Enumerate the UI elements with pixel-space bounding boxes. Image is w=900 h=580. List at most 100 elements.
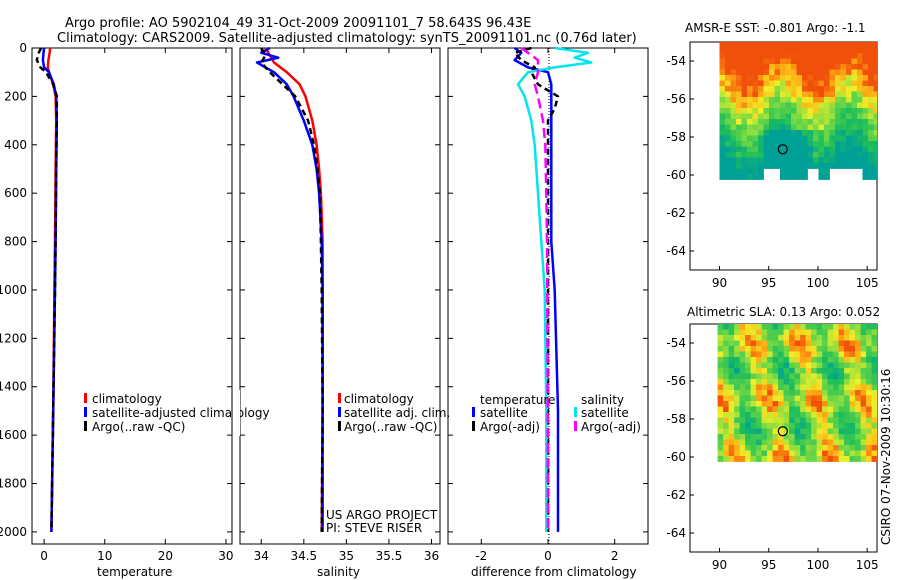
map-cell [741, 91, 748, 98]
map-cell [871, 434, 877, 440]
map-cell [866, 439, 872, 446]
map-cell [822, 417, 828, 424]
map-cell [840, 124, 847, 131]
map-cell [871, 384, 877, 391]
map-cell [800, 428, 806, 435]
map-cell [827, 412, 834, 418]
map-cell [796, 69, 803, 76]
map-cell [862, 135, 869, 142]
map-cell [747, 86, 753, 92]
map-cell [849, 450, 856, 457]
map-cell [756, 324, 762, 330]
map-cell [866, 456, 872, 462]
map-cell [752, 135, 759, 142]
map-cell [756, 362, 762, 369]
map-cell [835, 102, 841, 109]
map-cell [772, 412, 779, 418]
map-cell [840, 152, 847, 158]
map-cell [794, 357, 801, 363]
map-cell [783, 450, 790, 457]
map-cell [772, 379, 779, 385]
map-cell [802, 64, 808, 70]
map-cell [818, 86, 825, 92]
map-cell [871, 456, 877, 462]
map-cell [800, 324, 806, 330]
map-cell [840, 47, 847, 54]
map-cell [862, 124, 869, 131]
map-cell [796, 42, 803, 48]
map-cell [805, 357, 812, 363]
map-cell [791, 130, 797, 136]
map-cell [772, 373, 779, 380]
map-cell [767, 456, 773, 462]
map-cell [857, 69, 863, 76]
map-cell [767, 450, 773, 457]
map-cell [849, 351, 856, 358]
series-line [513, 46, 560, 532]
map-cell [838, 456, 845, 462]
map-cell [796, 80, 803, 87]
map-cell [772, 329, 779, 336]
map-cell [849, 357, 856, 363]
map-cell [763, 119, 770, 125]
map-cell [747, 152, 753, 158]
map-cell [818, 130, 825, 136]
map-cell [725, 174, 731, 180]
map-cell [723, 379, 729, 385]
map-cell [778, 329, 784, 336]
map-cell [761, 362, 768, 369]
map-cell [873, 58, 877, 65]
map-cell [723, 368, 729, 374]
map-cell [736, 47, 742, 54]
map-cell [838, 434, 845, 440]
map-cell [728, 390, 735, 396]
map-cell [725, 80, 731, 87]
map-cell [802, 163, 808, 169]
y-tick-label: -64 [666, 244, 686, 258]
map-cell [774, 113, 781, 120]
map-cell [725, 97, 731, 103]
map-cell [862, 58, 869, 65]
map-cell [849, 406, 856, 413]
map-cell [855, 384, 861, 391]
map-cell [851, 91, 858, 98]
map-cell [717, 439, 724, 446]
map-cell [745, 335, 751, 341]
map-cell [811, 329, 817, 336]
map-cell [822, 412, 828, 418]
map-cell [824, 168, 830, 175]
map-cell [747, 58, 753, 65]
map-cell [758, 53, 764, 59]
map-cell [835, 91, 841, 98]
map-cell [833, 324, 839, 330]
map-cell [844, 450, 850, 457]
map-cell [734, 401, 740, 407]
map-cell [811, 346, 817, 352]
map-cell [723, 340, 729, 347]
map-cell [846, 75, 852, 81]
map-cell [745, 357, 751, 363]
map-cell [827, 417, 834, 424]
map-cell [807, 113, 814, 120]
map-cell [824, 86, 830, 92]
map-cell [763, 141, 770, 147]
map-cell [725, 119, 731, 125]
legend-swatch [472, 421, 475, 431]
map-cell [871, 329, 877, 336]
map-cell [849, 434, 856, 440]
map-cell [785, 102, 792, 109]
map-cell [761, 324, 768, 330]
map-cell [873, 135, 877, 142]
map-cell [723, 417, 729, 424]
map-cell [829, 64, 836, 70]
map-cell [728, 329, 735, 336]
map-cell [789, 428, 795, 435]
map-cell [811, 357, 817, 363]
map-cell [741, 58, 748, 65]
map-cell [871, 390, 877, 396]
sla-map-title: Altimetric SLA: 0.13 Argo: 0.052 [687, 305, 880, 319]
map-cell [750, 401, 757, 407]
map-cell [813, 47, 819, 54]
map-cell [844, 406, 850, 413]
map-cell [805, 351, 812, 358]
